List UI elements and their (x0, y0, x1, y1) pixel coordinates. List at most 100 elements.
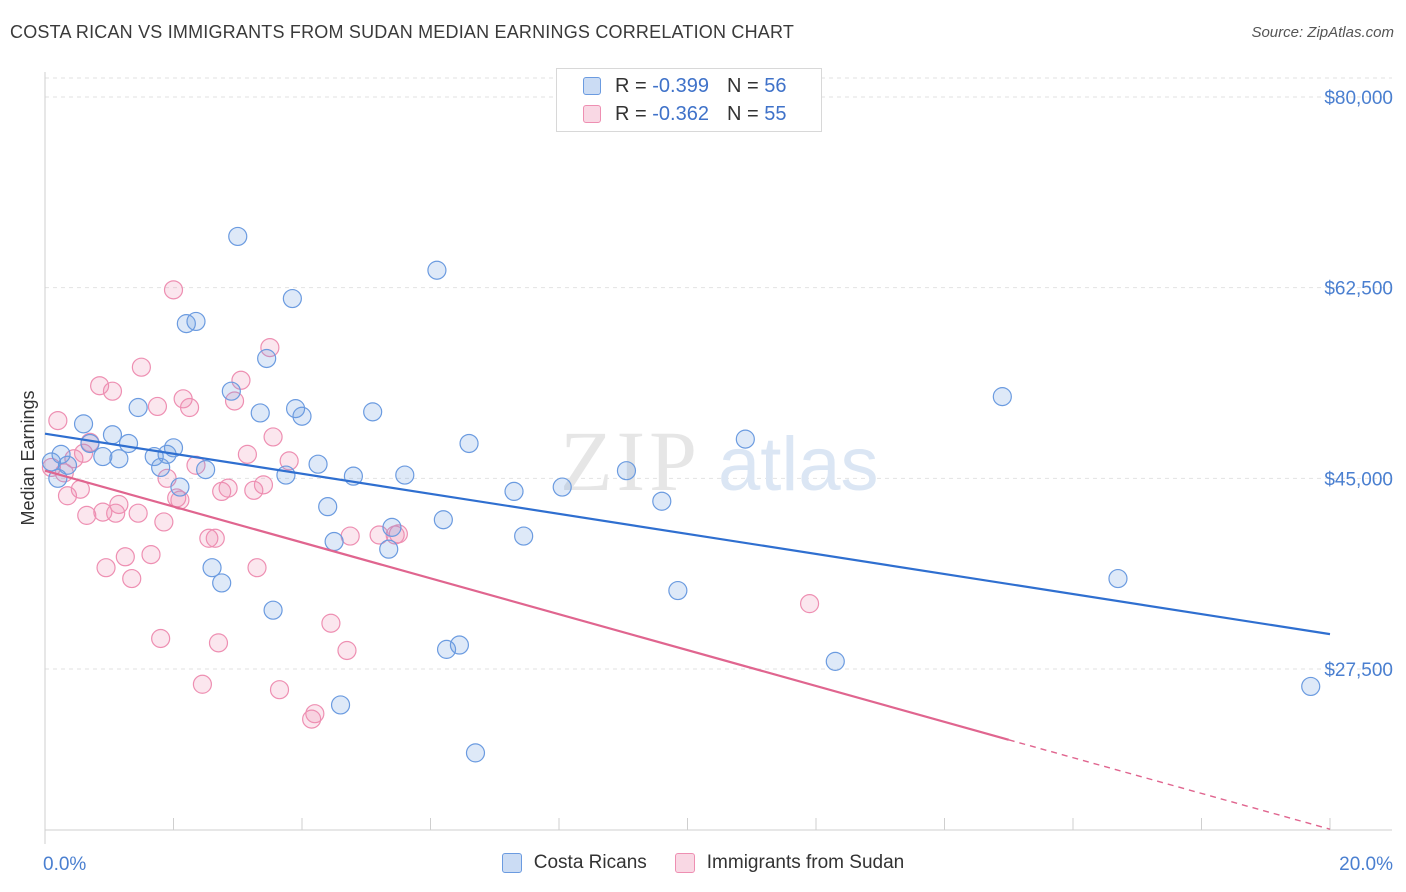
data-point (436, 639, 457, 659)
data-point (218, 478, 238, 498)
legend-label-costa-ricans: Costa Ricans (533, 852, 647, 873)
data-point (73, 414, 94, 434)
data-point (154, 512, 174, 532)
legend-n-label: N = (726, 102, 759, 125)
data-point (253, 475, 274, 495)
watermark-zip: ZIP (560, 413, 701, 509)
data-point (668, 580, 688, 601)
data-point (77, 505, 97, 525)
data-point (552, 477, 572, 497)
legend-n-label: N = (726, 74, 759, 97)
y-tick-label: $27,500 (1324, 660, 1393, 681)
data-point (616, 461, 637, 481)
data-point (221, 381, 241, 401)
legend-r-value: -0.362 (652, 102, 709, 125)
series-costa-rican-points (41, 226, 1321, 763)
data-point (109, 494, 129, 515)
data-point (208, 633, 229, 653)
data-point (250, 403, 270, 423)
legend-swatch-pink (583, 105, 601, 123)
data-point (202, 558, 222, 578)
data-point (735, 429, 755, 449)
data-point (382, 517, 402, 537)
trend-line-extension (1008, 739, 1331, 830)
data-point (199, 528, 219, 548)
data-point (395, 465, 415, 485)
legend-r-value: -0.399 (652, 74, 709, 97)
legend-row-sudan: R = -0.362 N = 55 (583, 100, 786, 128)
data-point (340, 526, 360, 546)
data-point (231, 370, 251, 390)
data-point (260, 337, 280, 358)
legend-swatch-blue (501, 853, 522, 873)
correlation-legend: R = -0.399 N = 56 R = -0.362 N = 55 (556, 68, 822, 132)
data-point (102, 425, 123, 445)
trend-lines (44, 432, 1331, 830)
data-point (305, 704, 325, 724)
data-point (263, 427, 283, 447)
data-point (282, 288, 302, 309)
data-point (302, 709, 322, 729)
data-point (992, 387, 1012, 407)
data-point (131, 357, 151, 377)
source-label: Source: ZipAtlas.com (1251, 24, 1394, 41)
data-point (514, 526, 534, 546)
y-axis-label: Median Earnings (18, 390, 38, 525)
data-point (228, 226, 248, 247)
data-point (363, 402, 383, 422)
data-point (212, 573, 232, 593)
data-point (90, 376, 110, 396)
data-point (652, 491, 672, 511)
data-point (379, 539, 399, 559)
data-point (186, 311, 206, 332)
data-point (427, 260, 447, 280)
y-tick-label: $45,000 (1324, 469, 1393, 490)
data-point (128, 503, 148, 523)
data-point (196, 460, 216, 480)
legend-n-value: 55 (764, 102, 787, 125)
data-point (102, 381, 123, 401)
data-point (57, 455, 78, 475)
data-point (465, 743, 486, 763)
data-point (115, 547, 135, 567)
data-point (147, 396, 168, 417)
data-point (51, 444, 71, 464)
legend-item-costa-ricans: Costa Ricans (501, 852, 647, 874)
legend-item-sudan: Immigrants from Sudan (674, 852, 905, 874)
data-point (324, 531, 344, 552)
data-point (192, 674, 213, 694)
chart-title: COSTA RICAN VS IMMIGRANTS FROM SUDAN MED… (10, 22, 795, 42)
data-point (128, 397, 148, 418)
legend-r-label: R = (615, 74, 647, 97)
data-point (205, 528, 225, 548)
data-point (433, 510, 453, 530)
data-point (504, 481, 524, 502)
data-point (449, 635, 470, 655)
data-point (93, 446, 113, 467)
trend-line (44, 432, 1331, 636)
watermark-atlas: atlas (718, 422, 879, 507)
data-point (247, 558, 267, 578)
data-point (292, 406, 312, 426)
x-tick-label-start: 0.0% (43, 854, 86, 875)
legend-swatch-blue (583, 77, 601, 95)
axis-labels: $80,000 $62,500 $45,000 $27,500 0.0% 20.0% Med… (18, 88, 1393, 875)
data-point (96, 558, 116, 578)
data-point (285, 399, 306, 419)
legend-row-costa-rican: R = -0.399 N = 56 (583, 72, 786, 100)
data-point (279, 451, 299, 471)
data-point (237, 444, 257, 464)
trend-line (44, 469, 1010, 741)
data-point (263, 600, 283, 620)
data-point (151, 628, 171, 649)
data-point (269, 680, 290, 700)
data-point (330, 695, 351, 715)
data-point (318, 497, 338, 517)
data-point (41, 452, 62, 472)
legend-label-sudan: Immigrants from Sudan (706, 852, 905, 873)
data-point (48, 410, 68, 431)
axes (44, 72, 1392, 844)
data-point (109, 449, 129, 469)
data-point (799, 594, 820, 614)
